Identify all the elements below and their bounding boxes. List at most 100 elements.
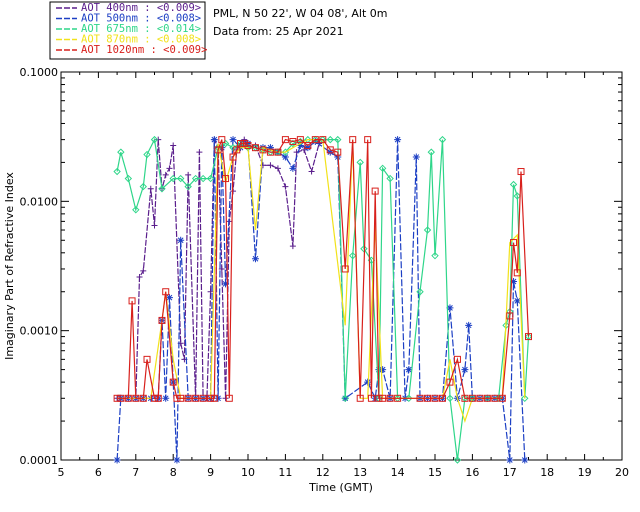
data-point (165, 294, 173, 302)
data-point (513, 269, 521, 277)
data-point (196, 149, 203, 156)
data-point (251, 255, 259, 263)
data-point (506, 312, 514, 320)
y-tick-label: 0.0010 (20, 325, 59, 338)
data-point (281, 136, 289, 144)
data-point (158, 316, 166, 324)
data-point (207, 394, 215, 402)
data-point (461, 394, 469, 402)
data-point (143, 355, 151, 363)
x-tick-label: 9 (207, 466, 214, 479)
data-point (274, 165, 281, 172)
series-line (117, 138, 320, 399)
data-point (326, 146, 334, 154)
data-point (128, 297, 136, 305)
data-point (378, 164, 387, 173)
data-point (218, 265, 225, 272)
data-point (147, 185, 154, 192)
data-point (311, 138, 319, 146)
data-point (453, 355, 461, 363)
data-point (431, 251, 439, 260)
data-point (244, 142, 252, 150)
y-axis: 0.0001 0.0010 0.0100 0.1000 (20, 66, 622, 467)
data-point (124, 394, 132, 402)
data-point (405, 394, 413, 402)
data-point (431, 394, 439, 402)
data-point (173, 394, 181, 402)
data-point (132, 206, 140, 214)
x-tick-label: 12 (316, 466, 330, 479)
data-point (521, 394, 529, 402)
data-point (117, 148, 125, 156)
data-point (170, 142, 177, 149)
data-point (244, 140, 252, 148)
series-5 (113, 136, 532, 402)
data-point (222, 395, 229, 402)
legend-entry: AOT 675nm : <0.014> (81, 23, 201, 35)
data-point (356, 158, 364, 167)
series-3 (113, 135, 533, 464)
data-point (468, 394, 476, 402)
data-point (117, 394, 125, 402)
data-point (259, 146, 267, 154)
data-point (394, 136, 402, 144)
data-point (326, 148, 334, 156)
data-point (222, 175, 230, 183)
data-point (334, 135, 342, 144)
data-point (229, 136, 237, 144)
data-point (139, 182, 147, 191)
data-point (386, 174, 394, 183)
data-point (517, 168, 525, 176)
data-point (166, 165, 173, 172)
data-point (158, 185, 166, 193)
x-tick-label: 18 (540, 466, 554, 479)
data-point (140, 267, 147, 274)
data-point (304, 142, 312, 150)
data-point (289, 243, 296, 250)
data-point (124, 174, 133, 183)
data-point (173, 456, 181, 464)
legend-entry: AOT 400nm : <0.009> (81, 2, 201, 14)
data-point (184, 394, 192, 402)
data-point (192, 394, 200, 402)
data-point (367, 394, 375, 402)
data-point (289, 164, 297, 172)
data-point (113, 167, 121, 176)
data-point (289, 139, 297, 148)
x-tick-label: 17 (503, 466, 517, 479)
data-point (132, 394, 140, 402)
data-point (150, 135, 159, 144)
data-point (281, 153, 289, 161)
series-line (117, 138, 530, 399)
data-point (494, 394, 503, 402)
data-point (334, 148, 342, 156)
data-point (311, 136, 319, 144)
y-axis-title: Imaginary Part of Refractive Index (3, 172, 16, 360)
data-point (177, 394, 185, 402)
data-point (304, 144, 312, 152)
data-point (513, 297, 521, 305)
data-point (237, 140, 245, 148)
data-point (446, 304, 454, 312)
x-axis: 5 6 7 8 9 10 11 12 13 14 15 16 17 18 19 20 (58, 72, 629, 479)
data-point (206, 174, 215, 183)
data-point (267, 162, 274, 169)
data-point (214, 394, 222, 402)
legend: AOT 400nm : <0.009>AOT 500nm : <0.008>AO… (56, 2, 207, 56)
data-point (371, 394, 379, 402)
data-point (241, 136, 248, 143)
data-point (289, 138, 297, 146)
data-point (251, 144, 259, 152)
legend-entry: AOT 500nm : <0.008> (81, 13, 201, 25)
data-point (349, 136, 357, 144)
data-point (296, 142, 304, 150)
data-point (199, 394, 207, 402)
data-point (266, 148, 274, 156)
data-point (177, 236, 185, 244)
x-tick-label: 13 (353, 466, 367, 479)
data-point (169, 174, 177, 183)
data-point (113, 456, 121, 464)
data-point (282, 183, 289, 190)
data-point (136, 273, 143, 280)
data-point (266, 144, 274, 152)
